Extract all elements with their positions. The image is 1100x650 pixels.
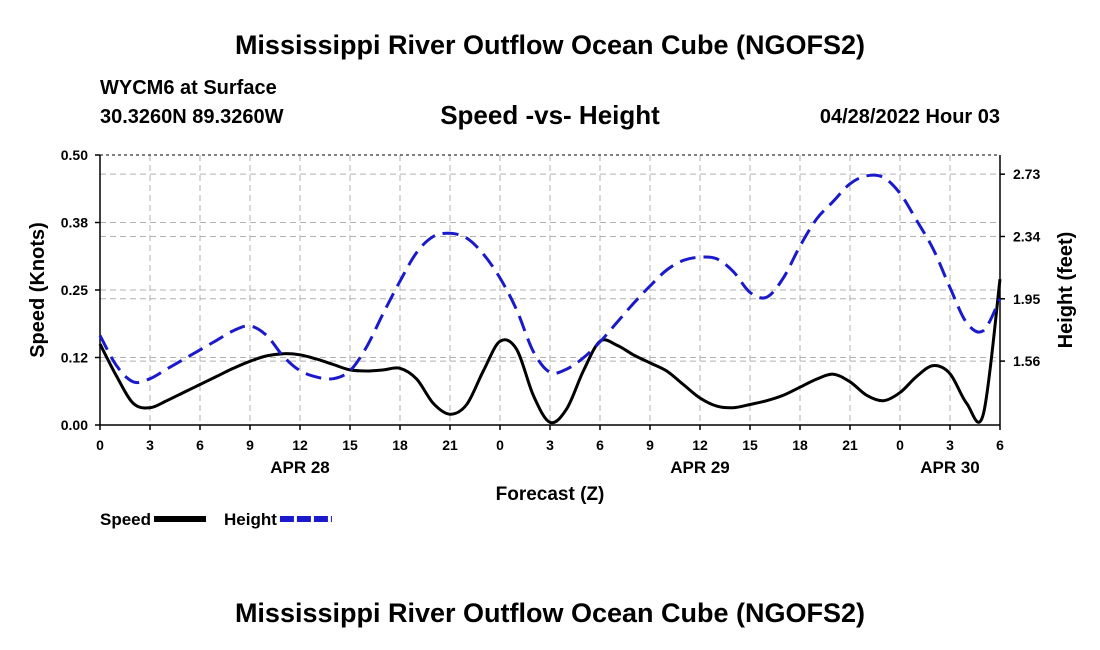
x-tick-label: 18 — [392, 437, 408, 453]
x-tick-label: 21 — [442, 437, 458, 453]
y2-axis-title: Height (feet) — [1055, 232, 1077, 349]
date-label: APR 28 — [270, 458, 330, 477]
y2-tick-label: 2.34 — [1013, 228, 1040, 244]
station-coordinates: 30.3260N 89.3260W — [100, 106, 284, 128]
chart-title: Speed -vs- Height — [440, 100, 660, 130]
x-tick-label: 12 — [292, 437, 308, 453]
speed-series-line — [98, 279, 1002, 425]
legend-label: Height — [224, 510, 277, 529]
y-tick-label: 0.12 — [61, 350, 88, 366]
main-title-repeat: Mississippi River Outflow Ocean Cube (NG… — [234, 598, 866, 628]
y2-tick-label: 1.56 — [1013, 353, 1040, 369]
x-tick-label: 0 — [496, 437, 504, 453]
x-tick-label: 3 — [946, 437, 954, 453]
legend-label: Speed — [100, 510, 151, 529]
x-tick-label: 15 — [342, 437, 358, 453]
y-tick-label: 0.38 — [61, 215, 88, 231]
main-title: Mississippi River Outflow Ocean Cube (NG… — [234, 30, 866, 60]
x-tick-label: 3 — [146, 437, 154, 453]
date-label: APR 30 — [920, 458, 980, 477]
station-name: WYCM6 at Surface — [100, 77, 277, 99]
y-tick-label: 0.25 — [61, 282, 88, 298]
x-tick-label: 15 — [742, 437, 758, 453]
x-tick-label: 6 — [596, 437, 604, 453]
x-tick-label: 0 — [96, 437, 104, 453]
y-tick-label: 0.50 — [61, 147, 88, 163]
x-tick-label: 6 — [196, 437, 204, 453]
x-axis-title: Forecast (Z) — [496, 484, 605, 505]
x-tick-label: 0 — [896, 437, 904, 453]
date-label: APR 29 — [670, 458, 730, 477]
x-tick-label: 9 — [246, 437, 254, 453]
x-tick-label: 3 — [546, 437, 554, 453]
x-tick-label: 9 — [646, 437, 654, 453]
y-axis-title: Speed (Knots) — [27, 222, 49, 358]
x-tick-label: 21 — [842, 437, 858, 453]
height-series-line — [98, 173, 1002, 385]
y2-tick-label: 2.73 — [1013, 166, 1040, 182]
y2-tick-label: 1.95 — [1013, 291, 1040, 307]
y-tick-label: 0.00 — [61, 417, 88, 433]
forecast-timestamp: 04/28/2022 Hour 03 — [819, 106, 1000, 128]
x-tick-label: 12 — [692, 437, 708, 453]
x-tick-label: 18 — [792, 437, 808, 453]
x-tick-label: 6 — [996, 437, 1004, 453]
